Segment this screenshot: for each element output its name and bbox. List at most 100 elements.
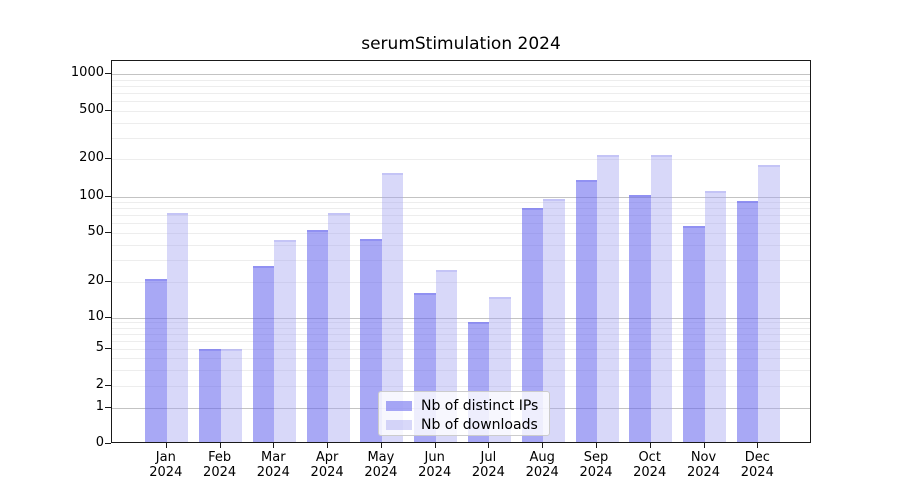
x-tick-year: 2024 — [525, 465, 559, 480]
gridline-minor — [112, 208, 810, 210]
x-tick-month: Mar — [261, 450, 286, 465]
bar-distinct-ips — [252, 266, 275, 442]
x-tick-label: Sep 2024 — [564, 450, 628, 480]
bar-downloads — [650, 155, 673, 442]
legend-item-distinct-ips: Nb of distinct IPs — [379, 396, 549, 415]
gridline-minor — [112, 101, 810, 103]
x-tick-label: Oct 2024 — [618, 450, 682, 480]
x-tick-label: Feb 2024 — [188, 450, 252, 480]
x-tick-month: Aug — [529, 450, 555, 465]
y-tick-label: 1 — [95, 398, 104, 414]
x-tick-year: 2024 — [149, 465, 183, 480]
gridline-minor — [112, 223, 810, 225]
x-tick-mark — [649, 443, 651, 448]
x-tick-year: 2024 — [364, 465, 398, 480]
bar-downloads — [597, 155, 619, 442]
legend: Nb of distinct IPs Nb of downloads — [378, 391, 550, 436]
x-tick-mark — [703, 443, 705, 448]
x-tick-month: Sep — [583, 450, 609, 465]
y-tick-label: 5 — [95, 340, 104, 355]
x-tick-label: Jul 2024 — [456, 450, 520, 480]
gridline-minor — [112, 369, 810, 371]
y-tick-label: 100 — [79, 187, 104, 203]
x-tick-month: May — [367, 450, 395, 465]
gridline-minor — [112, 202, 810, 203]
gridline-minor — [112, 340, 810, 342]
x-tick-label: Nov 2024 — [672, 450, 736, 480]
bar-distinct-ips — [575, 180, 597, 442]
bar-downloads — [166, 213, 189, 442]
bar-distinct-ips — [521, 208, 544, 442]
gridline-major — [112, 74, 810, 75]
x-tick-month: Jul — [480, 450, 497, 465]
y-tick-label: 1000 — [70, 65, 104, 80]
y-tick-mark — [105, 406, 111, 408]
x-tick-label: Mar 2024 — [241, 450, 305, 480]
y-tick-label: 2 — [95, 377, 104, 392]
y-tick-mark — [105, 158, 111, 159]
gridline-minor — [112, 244, 810, 246]
x-tick-month: Jun — [424, 450, 445, 465]
bar-distinct-ips — [306, 229, 329, 442]
x-tick-label: Jan 2024 — [134, 450, 198, 480]
gridline-minor — [112, 122, 810, 124]
legend-swatch-downloads — [386, 419, 412, 430]
y-tick-mark — [105, 195, 111, 197]
x-tick-mark — [273, 443, 275, 448]
y-tick-mark — [105, 281, 111, 282]
y-tick-label: 0 — [95, 435, 104, 450]
x-tick-year: 2024 — [256, 465, 290, 480]
bar-distinct-ips — [683, 226, 705, 442]
x-tick-month: Nov — [690, 450, 717, 465]
legend-swatch-distinct-ips — [386, 400, 412, 411]
gridline-minor — [112, 358, 810, 359]
gridline-minor — [112, 327, 810, 329]
x-tick-year: 2024 — [418, 465, 452, 480]
x-tick-mark — [488, 443, 490, 448]
gridline-minor — [112, 93, 810, 94]
x-tick-label: Dec 2024 — [725, 450, 789, 480]
gridline-minor — [112, 282, 810, 283]
x-tick-mark — [596, 443, 597, 448]
y-tick-mark — [105, 316, 111, 318]
x-tick-month: Dec — [744, 450, 770, 465]
bar-distinct-ips — [736, 200, 759, 442]
x-tick-month: Oct — [638, 450, 661, 465]
gridline-minor — [112, 260, 810, 262]
gridline-minor — [112, 386, 810, 387]
bar-downloads — [381, 172, 404, 442]
bar-downloads — [543, 198, 565, 442]
bar-distinct-ips — [629, 195, 651, 442]
x-tick-mark — [757, 443, 759, 448]
x-tick-mark — [542, 443, 544, 448]
bar-downloads — [704, 191, 726, 442]
y-tick-mark — [105, 385, 111, 386]
x-tick-year: 2024 — [471, 465, 505, 480]
gridline-major — [112, 196, 810, 198]
bar-downloads — [274, 239, 296, 442]
gridline-minor — [112, 322, 810, 324]
y-tick-label: 500 — [79, 102, 104, 117]
x-tick-year: 2024 — [740, 465, 774, 480]
y-tick-mark — [105, 73, 111, 74]
x-tick-label: May 2024 — [349, 450, 413, 480]
legend-label-distinct-ips: Nb of distinct IPs — [421, 397, 539, 414]
bar-distinct-ips — [360, 238, 382, 442]
y-tick-label: 50 — [87, 224, 104, 239]
gridline-minor — [112, 159, 810, 160]
gridline-minor — [112, 79, 810, 81]
bar-downloads — [328, 213, 350, 442]
x-tick-mark — [219, 443, 221, 448]
bar-distinct-ips — [199, 349, 221, 442]
gridline-minor — [112, 215, 810, 217]
gridline-minor — [112, 137, 810, 139]
x-tick-year: 2024 — [579, 465, 613, 480]
x-tick-year: 2024 — [203, 465, 237, 480]
plot-area — [111, 60, 811, 443]
gridline-minor — [112, 233, 810, 234]
gridline-minor — [112, 111, 810, 112]
gridline-minor — [112, 85, 810, 87]
y-tick-mark — [105, 348, 111, 349]
x-tick-year: 2024 — [686, 465, 721, 480]
